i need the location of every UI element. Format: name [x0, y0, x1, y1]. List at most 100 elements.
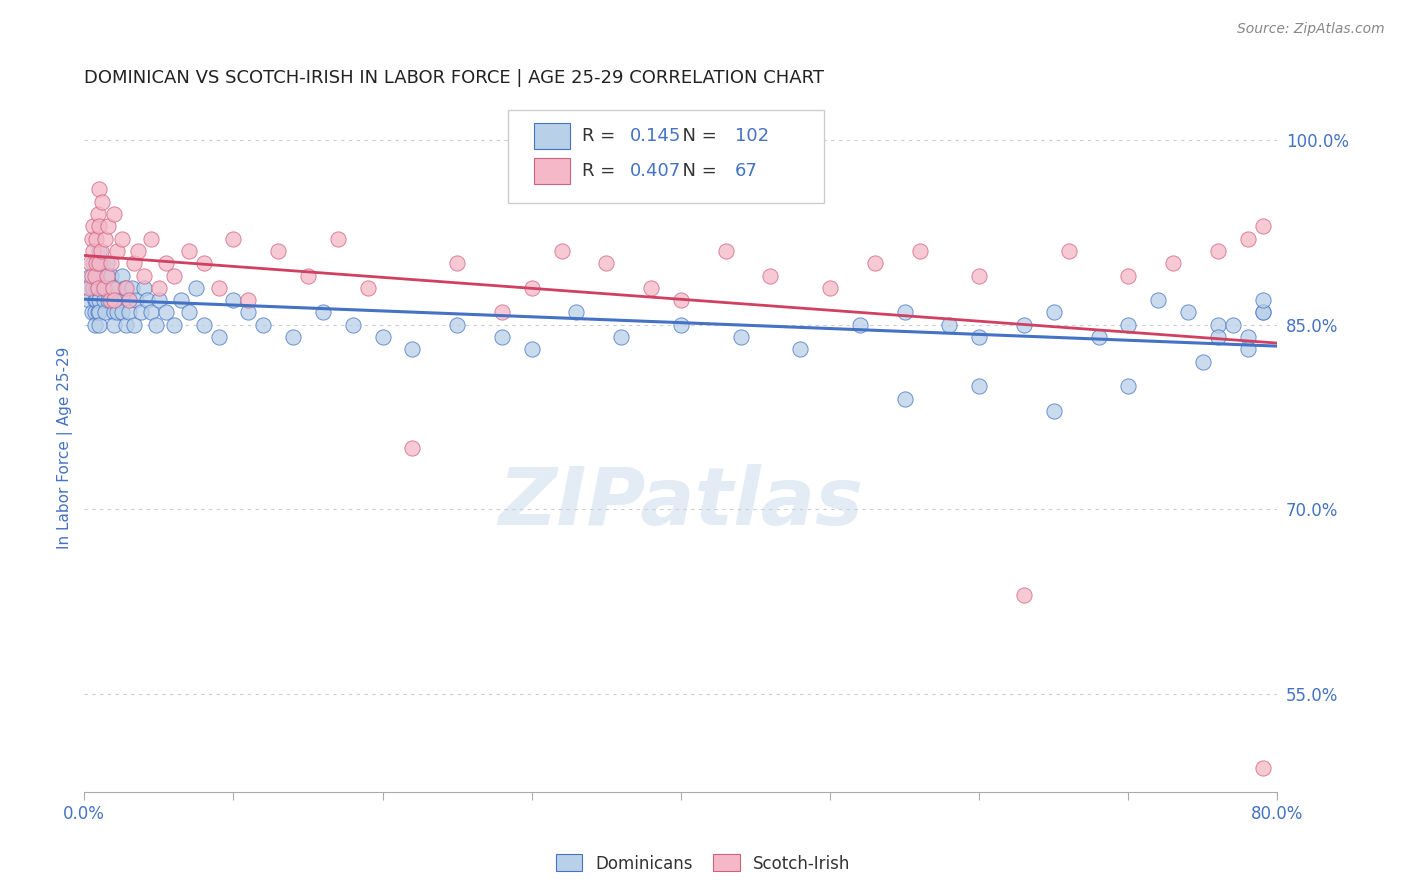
Point	[82, 256, 104, 270]
Point	[93, 281, 115, 295]
Point	[96, 256, 118, 270]
Point	[98, 281, 121, 295]
Point	[91, 194, 114, 209]
Point	[222, 232, 245, 246]
Point	[80, 268, 103, 283]
Point	[238, 293, 260, 308]
Point	[86, 305, 108, 319]
Point	[86, 207, 108, 221]
Legend: Dominicans, Scotch-Irish: Dominicans, Scotch-Irish	[548, 847, 858, 880]
Point	[550, 244, 572, 258]
Point	[84, 232, 107, 246]
Point	[86, 281, 108, 295]
Point	[640, 281, 662, 295]
Point	[90, 244, 112, 258]
Point	[1236, 330, 1258, 344]
Point	[1057, 244, 1080, 258]
Point	[565, 305, 588, 319]
Text: R =: R =	[582, 162, 621, 180]
Point	[222, 293, 245, 308]
Point	[1012, 318, 1035, 332]
Point	[163, 318, 186, 332]
Point	[94, 281, 117, 295]
Point	[1251, 305, 1274, 319]
Point	[136, 293, 159, 308]
Point	[103, 293, 125, 308]
Point	[1042, 305, 1064, 319]
Point	[96, 268, 118, 283]
Point	[118, 305, 141, 319]
Text: Source: ZipAtlas.com: Source: ZipAtlas.com	[1237, 22, 1385, 37]
Point	[491, 330, 513, 344]
Point	[89, 244, 111, 258]
Point	[357, 281, 380, 295]
Text: 102: 102	[734, 127, 769, 145]
Point	[849, 318, 872, 332]
Point	[129, 305, 152, 319]
Point	[122, 256, 145, 270]
Text: N =: N =	[671, 127, 723, 145]
Point	[818, 281, 841, 295]
Point	[89, 219, 111, 234]
Point	[100, 293, 122, 308]
Point	[82, 281, 104, 295]
Point	[207, 330, 229, 344]
Point	[132, 268, 155, 283]
Point	[91, 256, 114, 270]
Point	[163, 268, 186, 283]
Point	[967, 268, 990, 283]
Point	[893, 305, 915, 319]
Point	[938, 318, 960, 332]
Point	[118, 293, 141, 308]
Text: R =: R =	[582, 127, 621, 145]
Point	[759, 268, 782, 283]
Point	[97, 219, 120, 234]
Point	[105, 281, 128, 295]
Point	[122, 318, 145, 332]
Point	[520, 343, 543, 357]
Point	[789, 343, 811, 357]
Point	[94, 232, 117, 246]
Point	[148, 281, 170, 295]
Point	[1236, 232, 1258, 246]
Point	[96, 281, 118, 295]
Point	[103, 293, 125, 308]
Point	[103, 305, 125, 319]
Point	[967, 379, 990, 393]
Point	[1206, 244, 1229, 258]
Point	[446, 318, 468, 332]
Point	[125, 293, 148, 308]
Point	[77, 293, 100, 308]
Point	[863, 256, 886, 270]
Point	[893, 392, 915, 406]
Point	[79, 256, 101, 270]
Point	[110, 268, 132, 283]
Point	[110, 232, 132, 246]
Point	[186, 281, 208, 295]
Point	[93, 268, 115, 283]
Point	[121, 281, 143, 295]
Point	[145, 318, 167, 332]
Point	[84, 293, 107, 308]
Point	[595, 256, 617, 270]
Point	[80, 281, 103, 295]
Point	[1118, 379, 1140, 393]
Point	[84, 256, 107, 270]
Point	[193, 318, 215, 332]
Point	[669, 293, 692, 308]
Point	[91, 281, 114, 295]
Point	[110, 305, 132, 319]
Point	[669, 318, 692, 332]
Point	[89, 293, 111, 308]
Point	[177, 244, 200, 258]
Point	[84, 268, 107, 283]
Point	[252, 318, 274, 332]
Point	[100, 256, 122, 270]
Point	[207, 281, 229, 295]
Y-axis label: In Labor Force | Age 25-29: In Labor Force | Age 25-29	[58, 347, 73, 549]
Point	[89, 305, 111, 319]
Point	[82, 219, 104, 234]
Point	[132, 281, 155, 295]
Point	[94, 305, 117, 319]
Point	[1206, 330, 1229, 344]
